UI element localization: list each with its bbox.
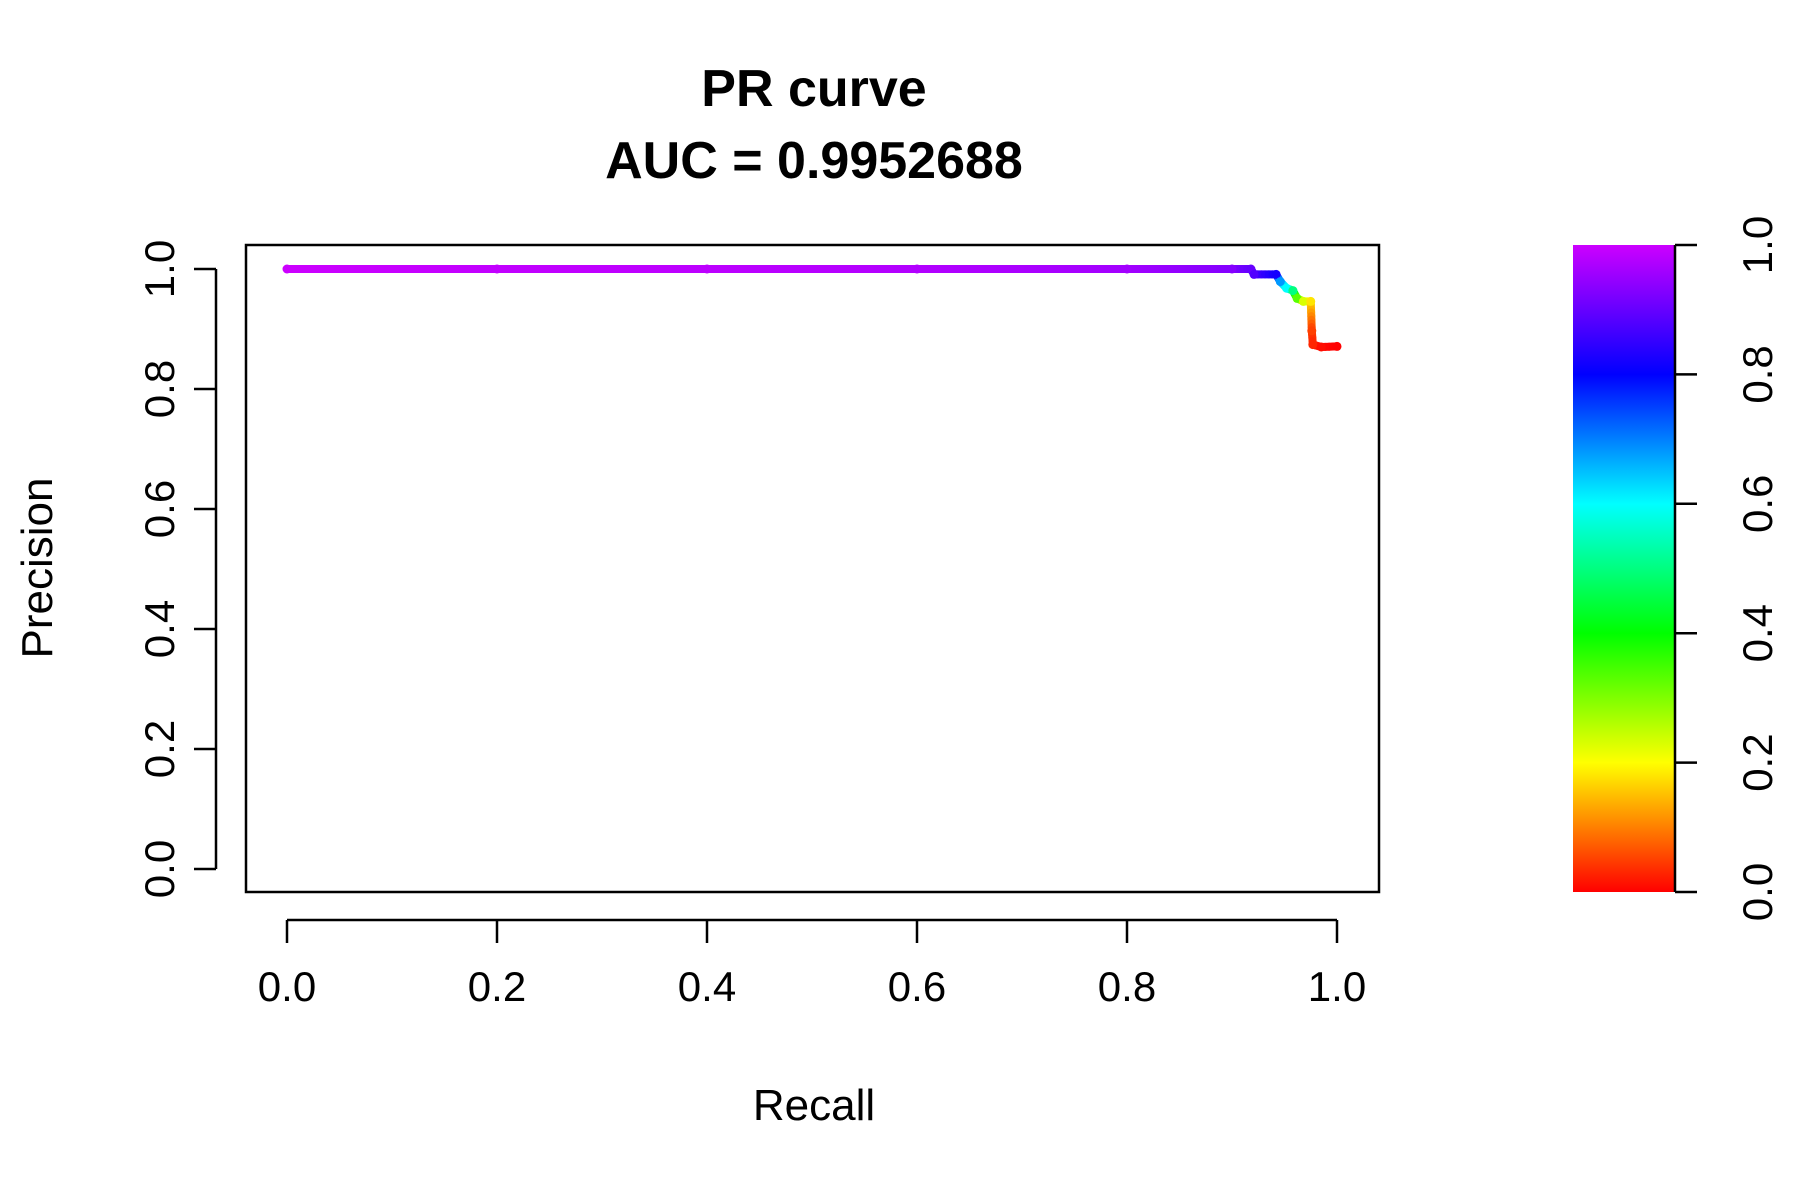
colorbar-tick-label: 0.8 xyxy=(1734,345,1781,403)
curve-point xyxy=(702,264,712,274)
curve-point xyxy=(1122,264,1132,274)
colorbar-tick-label: 0.2 xyxy=(1734,733,1781,791)
chart-title: PR curve xyxy=(701,60,926,118)
curve-point xyxy=(1332,341,1342,351)
colorbar-tick-label: 0.4 xyxy=(1734,604,1781,662)
x-tick-label: 0.8 xyxy=(1098,963,1156,1010)
x-axis: 0.0 0.2 0.4 0.6 0.8 1.0 xyxy=(258,918,1366,1010)
x-tick-label: 0.4 xyxy=(678,963,736,1010)
y-tick-label: 1.0 xyxy=(136,240,183,298)
curve-point xyxy=(912,264,922,274)
x-tick-label: 0.2 xyxy=(468,963,526,1010)
curve-point xyxy=(1275,277,1285,287)
curve-point xyxy=(1249,269,1259,279)
y-tick-label: 0.6 xyxy=(136,480,183,538)
colorbar xyxy=(1573,245,1675,892)
colorbar-axis: 0.0 0.2 0.4 0.6 0.8 1.0 xyxy=(1675,216,1781,921)
y-tick-label: 0.8 xyxy=(136,360,183,418)
plot-frame xyxy=(244,243,1381,894)
curve-point xyxy=(1307,326,1317,336)
curve-point xyxy=(1298,296,1308,306)
curve-point xyxy=(1288,286,1298,296)
curve-point xyxy=(1316,342,1326,352)
x-axis-label: Recall xyxy=(753,1081,875,1130)
colorbar-tick-label: 0.6 xyxy=(1734,475,1781,533)
x-tick-label: 0.0 xyxy=(258,963,316,1010)
y-tick-label: 0.4 xyxy=(136,600,183,658)
curve-point xyxy=(492,264,502,274)
colorbar-tick-label: 1.0 xyxy=(1734,216,1781,274)
y-tick-label: 0.2 xyxy=(136,720,183,778)
chart-subtitle: AUC = 0.9952688 xyxy=(605,132,1023,190)
y-axis-label: Precision xyxy=(13,478,62,659)
y-axis: 0.0 0.2 0.4 0.6 0.8 1.0 xyxy=(136,240,218,898)
y-tick-label: 0.0 xyxy=(136,840,183,898)
curve-point xyxy=(1227,264,1237,274)
curve-point xyxy=(1308,340,1318,350)
x-tick-label: 1.0 xyxy=(1308,963,1366,1010)
curve-point xyxy=(282,264,292,274)
x-tick-label: 0.6 xyxy=(888,963,946,1010)
curve-point xyxy=(1306,296,1316,306)
colorbar-tick-label: 0.0 xyxy=(1734,863,1781,921)
curve-point xyxy=(1271,269,1281,279)
pr-curve-series xyxy=(282,264,1342,352)
